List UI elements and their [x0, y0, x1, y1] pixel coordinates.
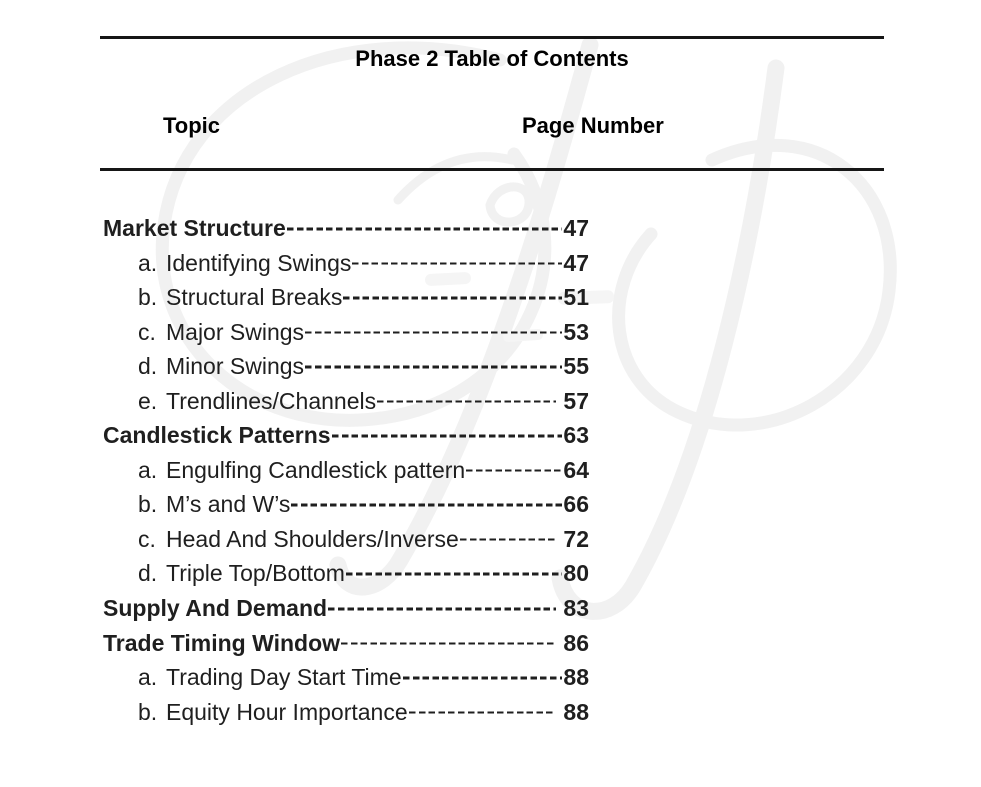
toc-dash-leader: [286, 227, 563, 231]
toc-entry-prefix: a.: [138, 456, 158, 483]
toc-entry-label: Engulfing Candlestick pattern: [166, 456, 466, 483]
toc-dash-leader: [408, 711, 557, 714]
toc-entry-label: Supply And Demand: [103, 595, 328, 622]
toc-dash-leader: [466, 469, 563, 472]
toc-entry-page: 66: [563, 491, 589, 518]
toc-entry: Candlestick Patterns 63: [103, 418, 589, 453]
toc-dash-leader: [459, 538, 557, 541]
toc-entry-label: Candlestick Patterns: [103, 422, 331, 449]
toc-entry-page: 55: [563, 353, 589, 380]
toc-dash-leader: [291, 503, 563, 507]
toc-dash-leader: [352, 262, 563, 265]
toc-entry: c. Major Swings 53: [103, 315, 589, 350]
toc-entry: c. Head And Shoulders/Inverse 72: [103, 522, 589, 557]
toc-entry-prefix: d.: [138, 560, 158, 587]
toc-entry-page: 51: [563, 284, 589, 311]
toc-entry-prefix: c.: [138, 525, 156, 552]
toc-dash-leader: [305, 365, 563, 369]
toc-entry: a. Trading Day Start Time 88: [103, 660, 589, 695]
toc-dash-leader: [343, 296, 563, 300]
toc-entry-page: 80: [563, 560, 589, 587]
toc-entry: d. Minor Swings 55: [103, 349, 589, 384]
toc-entry-label: Trading Day Start Time: [166, 664, 402, 691]
toc-entry-page: 47: [563, 215, 589, 241]
toc-entry-label: M’s and W’s: [166, 491, 291, 518]
header-rule-top: [100, 36, 884, 39]
toc-dash-leader: [305, 331, 563, 334]
toc-entry-page: 83: [557, 595, 589, 622]
toc-dash-leader: [331, 434, 563, 438]
toc-entry-label: Market Structure: [103, 215, 286, 241]
toc-entry: b. Equity Hour Importance 88: [103, 695, 589, 730]
toc-entry-page: 72: [557, 525, 589, 552]
toc-entry-label: Structural Breaks: [166, 284, 343, 311]
toc-list: Market Structure 47 a. Identifying Swing…: [103, 211, 589, 729]
toc-entry-prefix: c.: [138, 318, 156, 345]
toc-entry-label: Equity Hour Importance: [166, 698, 408, 725]
page-title: Phase 2 Table of Contents: [355, 46, 629, 71]
toc-entry-prefix: b.: [138, 491, 158, 518]
toc-entry-page: 53: [563, 318, 589, 345]
toc-entry-label: Head And Shoulders/Inverse: [166, 525, 459, 552]
header-rule-bottom: [100, 168, 884, 171]
toc-entry: Supply And Demand 83: [103, 591, 589, 626]
toc-entry-prefix: e.: [138, 387, 158, 414]
toc-entry-prefix: d.: [138, 353, 158, 380]
toc-entry-page: 86: [557, 629, 589, 656]
toc-dash-leader: [345, 572, 563, 576]
toc-dash-leader: [402, 676, 563, 680]
toc-entry: a. Identifying Swings 47: [103, 246, 589, 281]
toc-entry-label: Trendlines/Channels: [166, 387, 377, 414]
toc-entry-page: 88: [557, 698, 589, 725]
column-header-page-number: Page Number: [522, 113, 664, 138]
toc-entry: Market Structure 47: [103, 211, 589, 246]
toc-entry-page: 64: [563, 456, 589, 483]
toc-entry-label: Minor Swings: [166, 353, 305, 380]
toc-entry: b. M’s and W’s 66: [103, 487, 589, 522]
toc-entry: e. Trendlines/Channels 57: [103, 384, 589, 419]
document-page: Phase 2 Table of Contents Topic Page Num…: [100, 0, 884, 787]
toc-entry: Trade Timing Window 86: [103, 626, 589, 661]
toc-entry-prefix: b.: [138, 284, 158, 311]
toc-entry-prefix: a.: [138, 249, 158, 276]
toc-entry-page: 57: [557, 387, 589, 414]
toc-dash-leader: [328, 607, 557, 611]
toc-entry: d. Triple Top/Bottom 80: [103, 556, 589, 591]
toc-entry-prefix: b.: [138, 698, 158, 725]
toc-dash-leader: [341, 642, 557, 645]
toc-entry: b. Structural Breaks 51: [103, 280, 589, 315]
column-header-topic: Topic: [163, 113, 221, 138]
toc-entry-prefix: a.: [138, 664, 158, 691]
toc-entry-label: Trade Timing Window: [103, 629, 341, 656]
toc-entry-label: Major Swings: [166, 318, 305, 345]
toc-entry-page: 88: [563, 664, 589, 691]
toc-entry-page: 47: [563, 249, 589, 276]
toc-dash-leader: [377, 400, 557, 403]
toc-entry: a. Engulfing Candlestick pattern 64: [103, 453, 589, 488]
toc-entry-page: 63: [563, 422, 589, 449]
toc-entry-label: Identifying Swings: [166, 249, 352, 276]
toc-entry-label: Triple Top/Bottom: [166, 560, 345, 587]
